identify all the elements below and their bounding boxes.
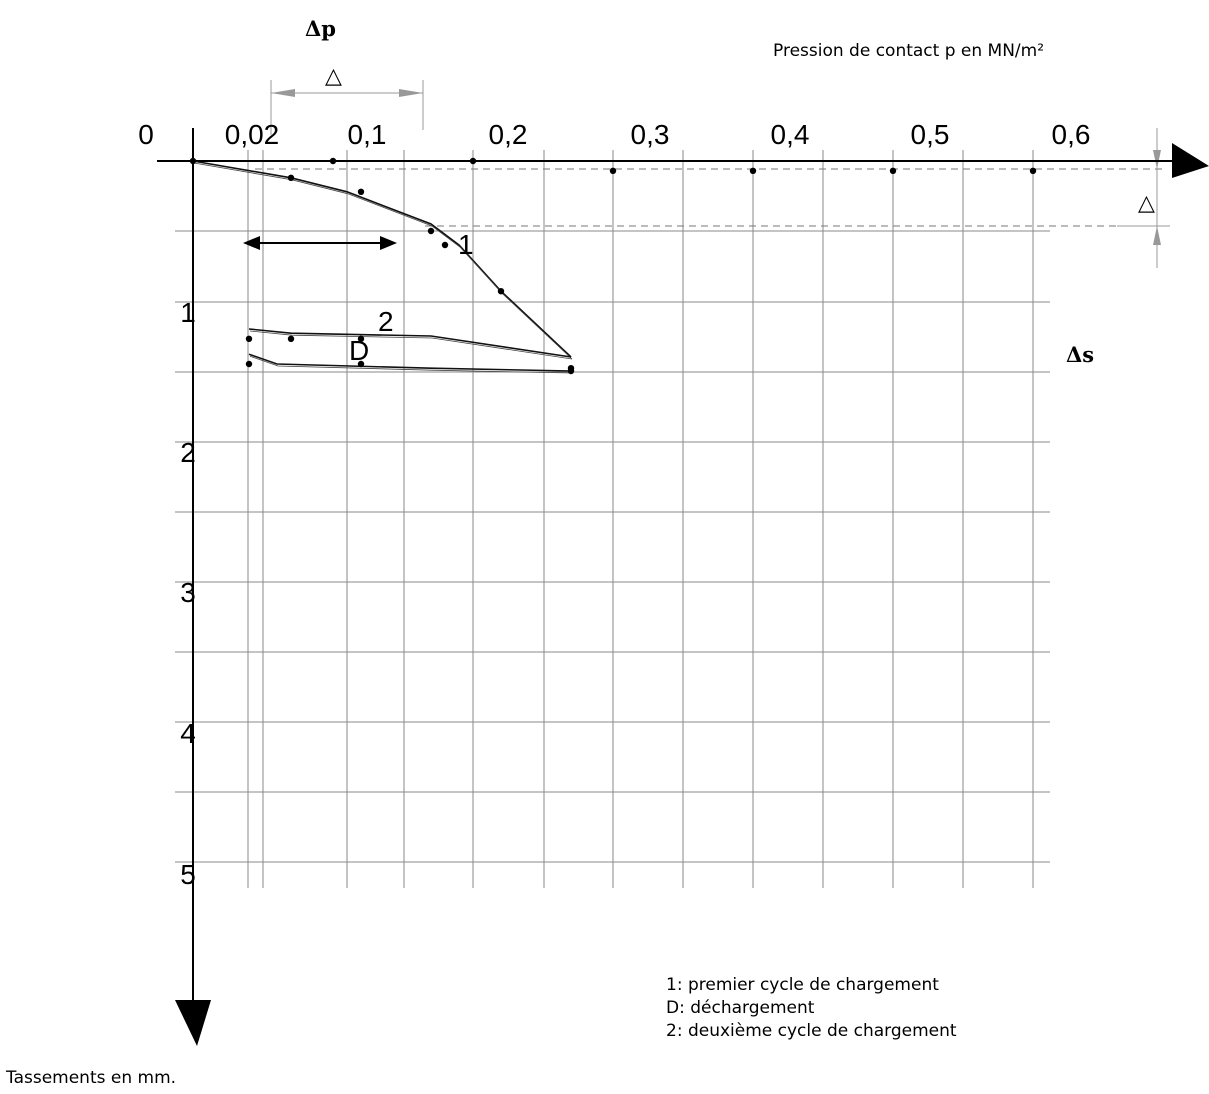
delta-s-label: Δs xyxy=(1066,342,1094,367)
tick-labels: 0 0,02 0,1 0,2 0,3 0,4 0,5 0,6 1 2 3 4 5 xyxy=(138,119,1090,890)
data-point xyxy=(567,367,575,375)
x-axis-label: Pression de contact p en MN/m² xyxy=(773,41,1044,61)
data-point xyxy=(357,335,365,342)
data-point xyxy=(427,227,435,235)
delta-p-label: Δp xyxy=(305,16,336,41)
data-point xyxy=(357,360,365,368)
data-point xyxy=(357,188,365,195)
grid xyxy=(175,150,1050,888)
data-point xyxy=(497,288,505,295)
y-axis-arrow-icon xyxy=(175,1000,211,1046)
data-point xyxy=(245,360,253,368)
curve-label-1: 1 xyxy=(458,229,474,260)
series-line-shadow-D xyxy=(249,355,573,374)
x-tick-label: 0 xyxy=(138,119,154,150)
data-point xyxy=(889,167,897,174)
y-tick-label: 1 xyxy=(180,297,196,328)
x-tick-label: 0,2 xyxy=(489,119,528,150)
delta-s-arrow-bottom-icon xyxy=(1153,226,1161,245)
data-point xyxy=(245,335,253,342)
y-tick-label: 4 xyxy=(180,718,196,749)
double-arrow-left-icon xyxy=(243,236,260,250)
y-tick-label: 2 xyxy=(180,437,196,468)
delta-s-triangle-icon: △ xyxy=(1138,191,1155,216)
curve-label-d: D xyxy=(349,335,369,366)
x-tick-label: 0,5 xyxy=(911,119,950,150)
x-tick-label: 0,4 xyxy=(771,119,810,150)
data-point xyxy=(329,157,337,165)
y-tick-label: 3 xyxy=(180,577,196,608)
legend-item-1: 1: premier cycle de chargement xyxy=(666,975,939,995)
curve-label-2: 2 xyxy=(378,306,394,337)
y-axis-label: Tassements en mm. xyxy=(5,1068,176,1088)
double-arrow-right-icon xyxy=(380,236,397,250)
delta-p-triangle-icon: △ xyxy=(325,64,342,89)
y-tick-label: 5 xyxy=(180,859,196,890)
data-points xyxy=(189,157,1037,375)
data-point xyxy=(189,157,197,165)
delta-p-arrow-right-icon xyxy=(399,89,423,97)
delta-p-arrow-left-icon xyxy=(271,89,295,97)
legend: 1: premier cycle de chargement D: déchar… xyxy=(666,975,957,1041)
data-point xyxy=(469,157,477,165)
series-line-D xyxy=(248,353,572,372)
x-tick-label: 0,3 xyxy=(631,119,670,150)
legend-item-d: D: déchargement xyxy=(666,998,815,1018)
x-axis-arrow-icon xyxy=(1172,143,1209,178)
x-tick-label: 0,6 xyxy=(1052,119,1091,150)
data-point xyxy=(287,174,295,181)
series-line-2 xyxy=(248,328,572,358)
legend-item-2: 2: deuxième cycle de chargement xyxy=(666,1021,957,1041)
data-point xyxy=(1029,167,1037,174)
x-tick-label: 0,02 xyxy=(225,119,280,150)
data-point xyxy=(749,167,757,174)
dimension-guides xyxy=(243,80,1170,268)
data-point xyxy=(441,241,449,249)
data-point xyxy=(609,167,617,174)
delta-s-arrow-top-icon xyxy=(1153,150,1161,169)
axes xyxy=(157,128,1209,1046)
x-tick-label: 0,1 xyxy=(348,119,387,150)
data-point xyxy=(287,335,295,342)
